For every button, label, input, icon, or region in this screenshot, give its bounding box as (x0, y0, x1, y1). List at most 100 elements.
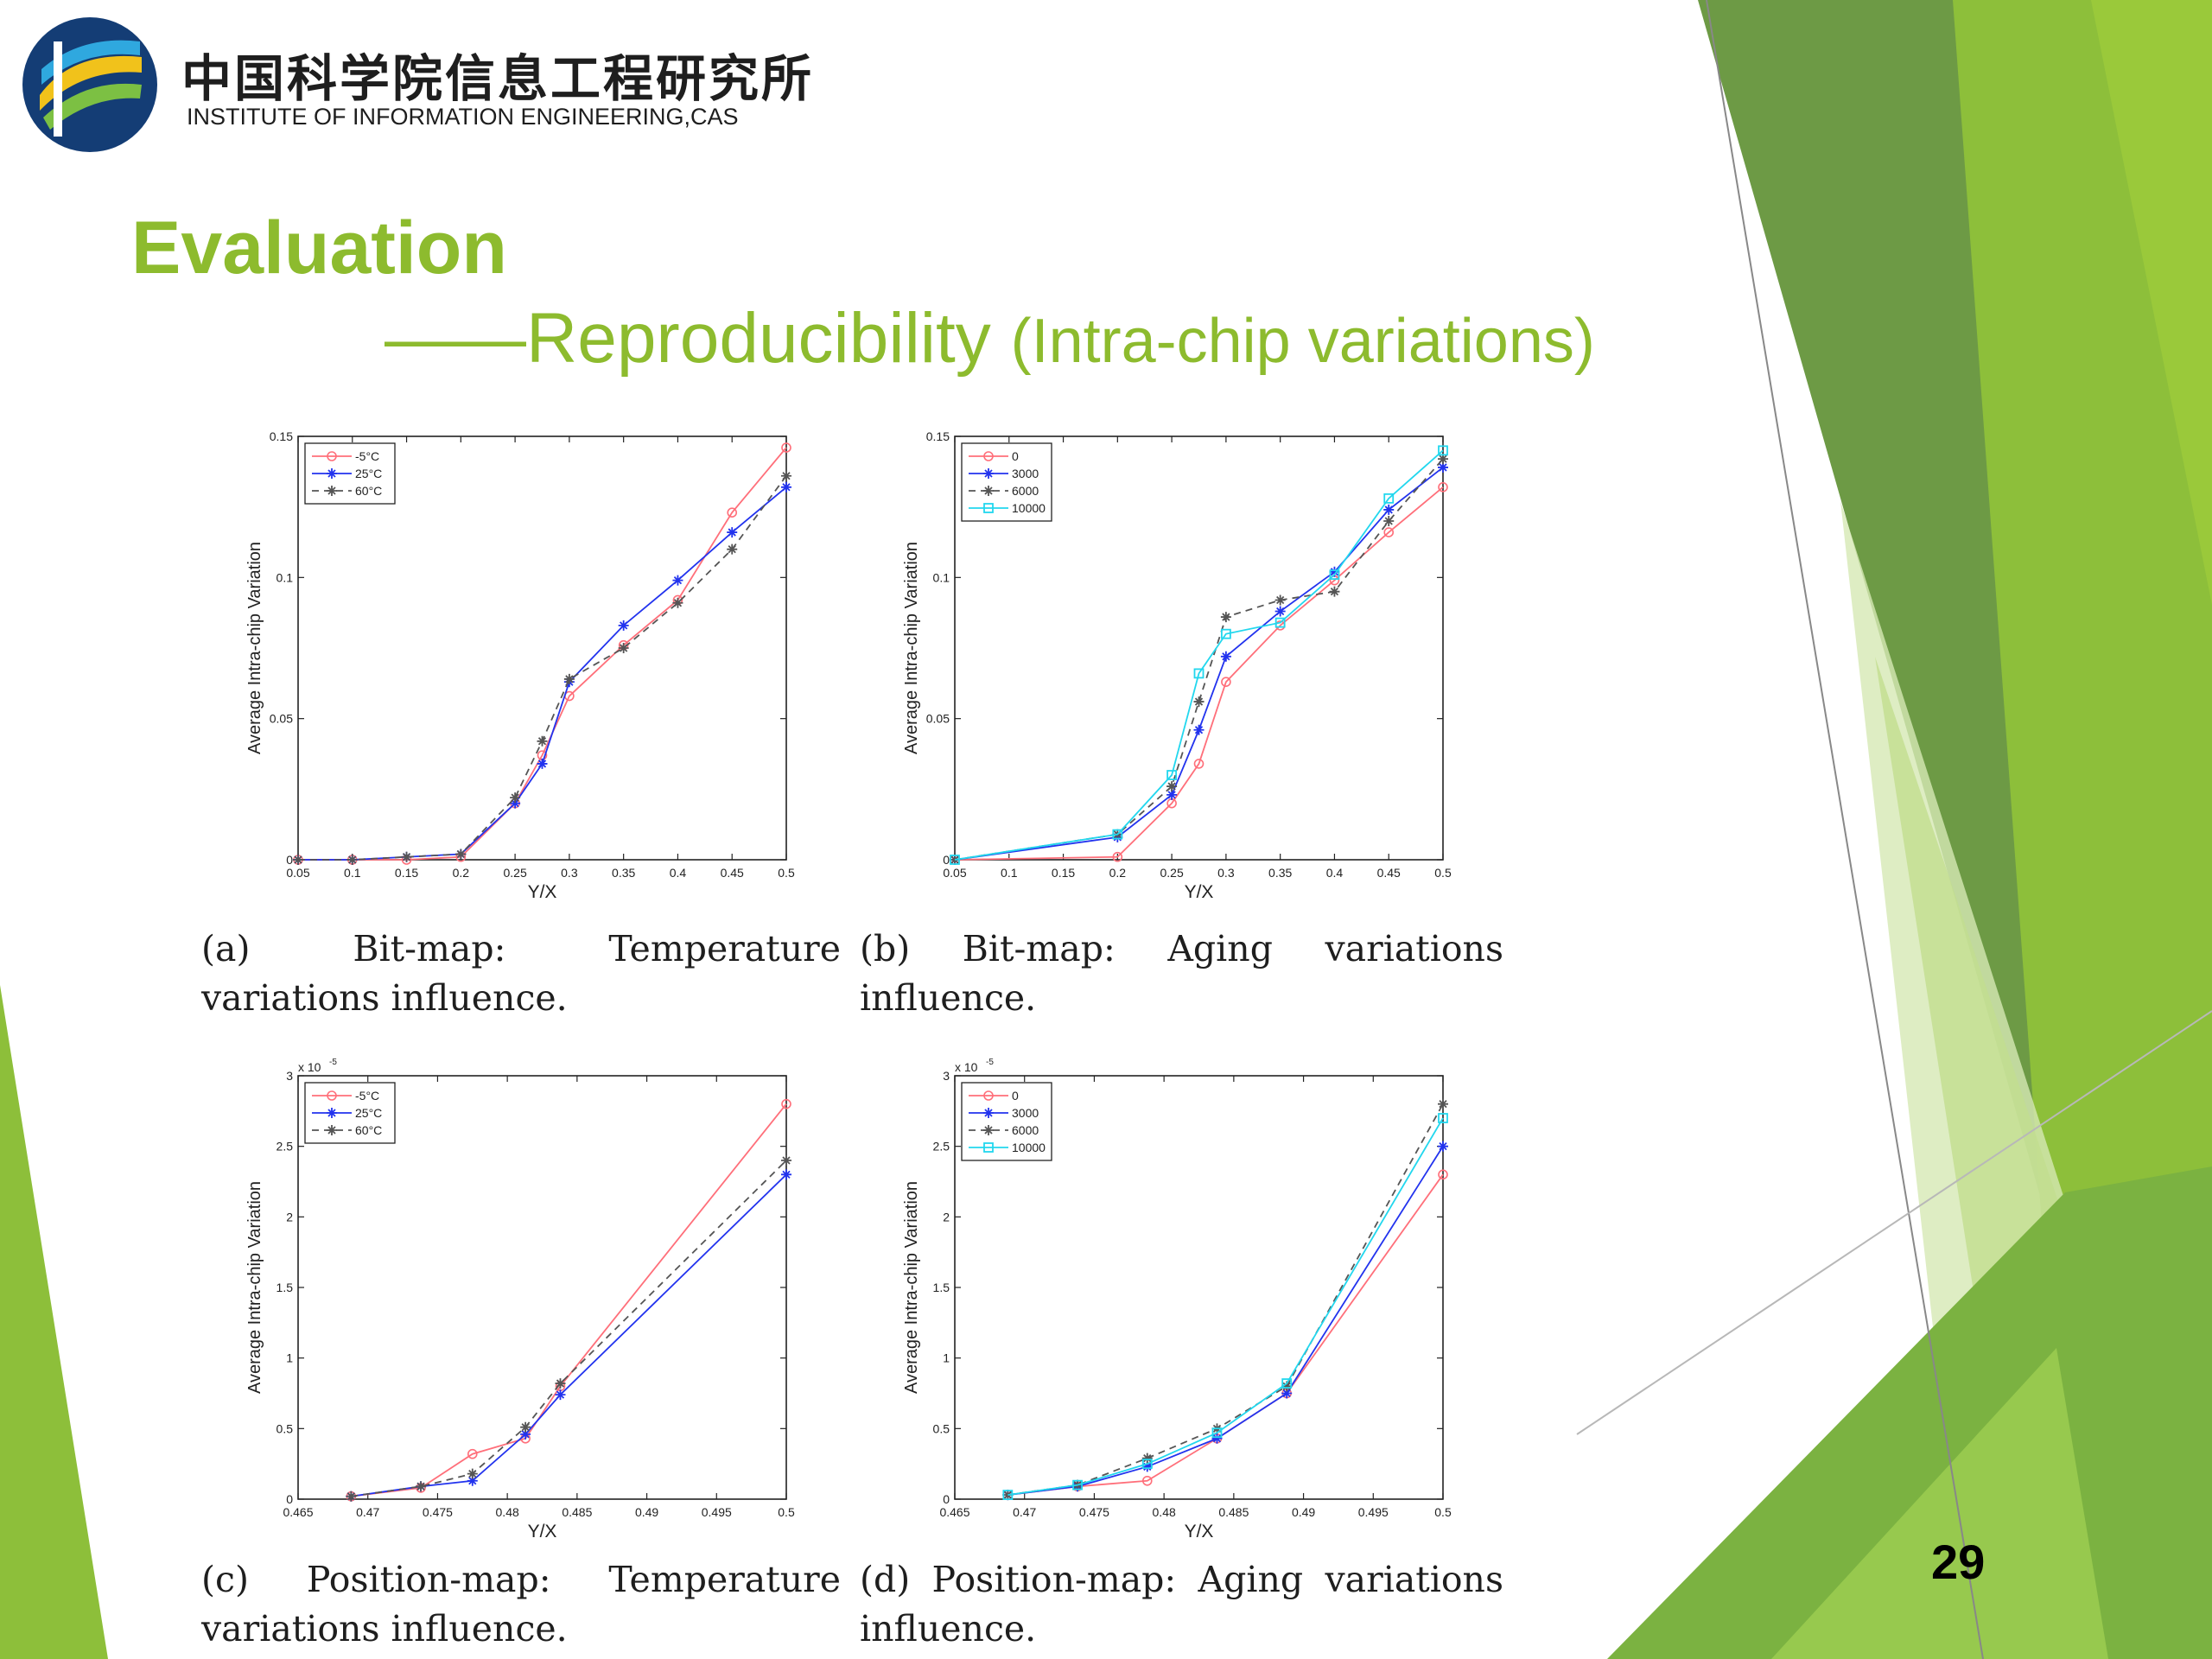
y-axis-label: Average Intra-chip Variation (902, 1181, 921, 1394)
series-line (954, 449, 1444, 861)
y-axis-multiplier: x 10 (955, 1060, 978, 1074)
chart-a-bitmap-temperature: 0.05 0.1 0.15 0.2 0.25 0.3 0.35 0.4 0.45 0.5 0 0.05… (235, 419, 805, 903)
chart-d-positionmap-aging: 0.465 0.47 0.475 0.48 0.485 0.49 0.495 0.5 0 0.5 1… (892, 1058, 1462, 1542)
x-tick-label: 0.15 (1052, 866, 1075, 880)
x-tick-label: 0.4 (1326, 866, 1344, 880)
y-tick-label: 0 (943, 1492, 950, 1506)
x-tick-label: 0.5 (1434, 1505, 1452, 1519)
legend-marker (983, 486, 994, 496)
data-point (1329, 586, 1340, 597)
data-point (1438, 1141, 1448, 1152)
x-tick-label: 0.45 (1377, 866, 1401, 880)
x-axis-label: Y/X (1185, 1522, 1214, 1541)
data-point (1329, 569, 1340, 580)
data-point (1274, 606, 1286, 617)
y-tick-label: 3 (286, 1069, 293, 1083)
x-tick-label: 0.3 (1217, 866, 1235, 880)
x-tick-label: 0.1 (344, 866, 361, 880)
series-3 (950, 445, 1448, 865)
y-axis-exponent: -5 (986, 1058, 994, 1067)
x-tick-label: 0.4 (670, 866, 687, 880)
y-tick-label: 0.5 (933, 1421, 950, 1435)
slide-subtitle: ——Reproducibility (Intra-chip variations… (385, 298, 1595, 379)
data-point (520, 1428, 531, 1440)
subtitle-parenthetical: (Intra-chip variations) (1010, 307, 1595, 376)
x-tick-label: 0.45 (721, 866, 744, 880)
legend-label: 0 (1012, 449, 1019, 463)
legend-label: 6000 (1012, 484, 1039, 498)
legend-marker (983, 1142, 994, 1153)
y-tick-label: 2 (943, 1210, 950, 1224)
y-tick-label: 0.05 (926, 712, 950, 726)
data-point (555, 1389, 566, 1401)
data-point (1211, 1433, 1223, 1444)
x-axis-label: Y/X (1185, 882, 1214, 902)
y-axis-label: Average Intra-chip Variation (902, 542, 921, 754)
plot-area (297, 1075, 787, 1500)
x-tick-label: 0.15 (395, 866, 418, 880)
legend-marker (327, 486, 337, 496)
legend-label: -5°C (355, 449, 379, 463)
data-point (1112, 851, 1123, 862)
data-point (1281, 1388, 1293, 1399)
data-point (1166, 789, 1178, 800)
data-point (467, 1468, 478, 1479)
y-tick-label: 0.05 (270, 712, 293, 726)
x-tick-label: 0.475 (1079, 1505, 1109, 1519)
x-tick-label: 0.495 (1358, 1505, 1389, 1519)
x-tick-label: 0.495 (702, 1505, 732, 1519)
institute-name-en: INSTITUTE OF INFORMATION ENGINEERING,CAS (187, 104, 739, 130)
x-tick-label: 0.5 (778, 1505, 795, 1519)
legend-label: -5°C (355, 1089, 379, 1103)
data-point (346, 1491, 357, 1502)
plot-area (297, 435, 787, 861)
data-point (1438, 1113, 1448, 1123)
y-tick-label: 0 (286, 1492, 293, 1506)
bg-line-1 (1706, 0, 1984, 1659)
data-point (1274, 617, 1286, 628)
series-line (1007, 1146, 1444, 1496)
data-point (1141, 1461, 1153, 1472)
data-point (416, 1481, 427, 1492)
data-point (293, 855, 303, 865)
data-point (781, 481, 791, 493)
series-1 (950, 461, 1448, 865)
chart-c-positionmap-temperature: 0.465 0.47 0.475 0.48 0.485 0.49 0.495 0.5 0 0.5 1… (235, 1058, 805, 1542)
institute-name-cn: 中国科学院信息工程研究所 (181, 49, 815, 108)
y-axis-exponent: -5 (329, 1058, 337, 1067)
data-point (1383, 493, 1395, 504)
data-point (537, 735, 548, 747)
x-tick-label: 0.25 (1160, 866, 1183, 880)
data-point (510, 792, 521, 804)
data-point (727, 543, 738, 555)
data-point (1221, 677, 1231, 688)
data-point (1072, 1479, 1083, 1491)
caption-a: (a) Bit-map: Temperature variations infl… (201, 928, 841, 1019)
x-axis-label: Y/X (528, 882, 557, 902)
data-point (1281, 1378, 1293, 1389)
data-point (1438, 454, 1448, 465)
data-point (1211, 1427, 1223, 1439)
data-point (1141, 1452, 1153, 1464)
series-2 (346, 1155, 791, 1502)
y-axis-multiplier: x 10 (298, 1060, 321, 1074)
data-point (1383, 504, 1395, 515)
y-tick-label: 2.5 (276, 1140, 294, 1154)
page-number: 29 (1931, 1535, 1986, 1589)
legend-label: 25°C (355, 467, 382, 480)
data-point (950, 855, 960, 865)
data-point (1193, 759, 1205, 769)
data-point (510, 798, 521, 809)
y-tick-label: 1 (286, 1351, 293, 1365)
series-3 (1002, 1113, 1448, 1501)
series-line (351, 1103, 787, 1497)
x-tick-label: 0.48 (1153, 1505, 1176, 1519)
legend-marker (327, 1108, 337, 1118)
x-tick-label: 0.2 (1109, 866, 1127, 880)
bg-line-2 (1576, 1010, 2212, 1435)
y-tick-label: 1 (943, 1351, 950, 1365)
institute-logo (22, 17, 157, 152)
data-point (1112, 829, 1123, 840)
data-point (1438, 445, 1448, 456)
